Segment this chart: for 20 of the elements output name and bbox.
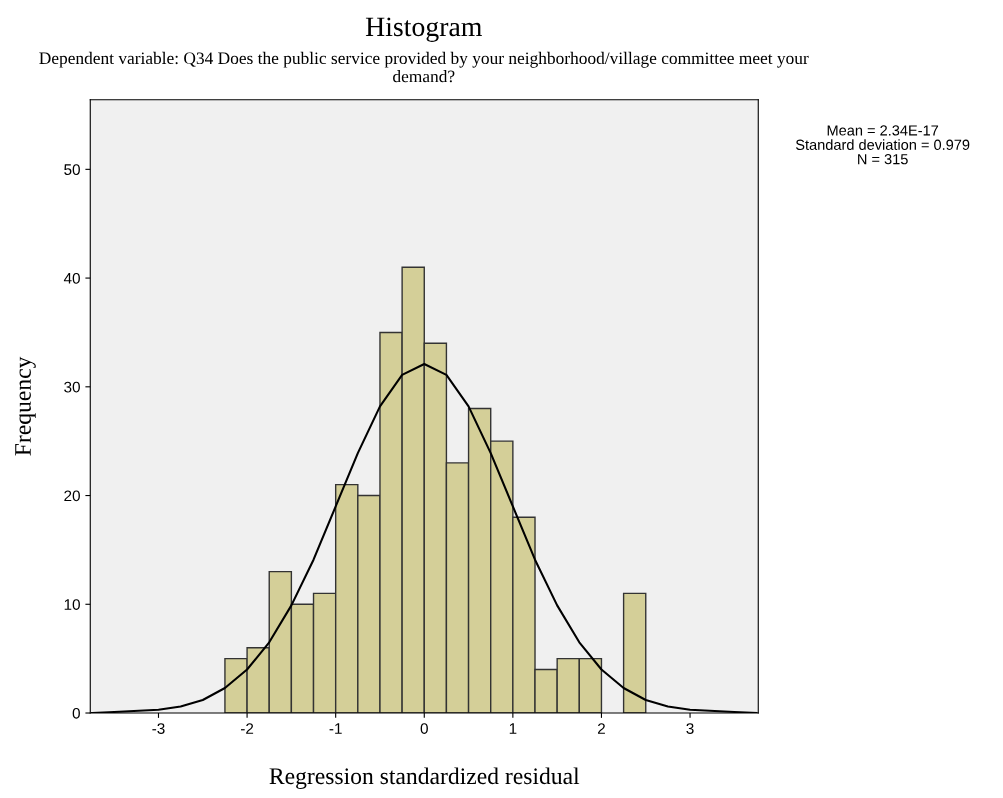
text: Mean = 2.34E-17 (827, 125, 939, 136)
y-tick-label: 20 (64, 490, 80, 502)
x-axis-title: Regression standardized residual (269, 767, 580, 790)
text: Standard deviation = 0.979 (795, 139, 970, 150)
x-tick-label: -3 (152, 723, 165, 734)
chart-title: Histogram (365, 17, 482, 42)
x-tick-label: 3 (686, 723, 694, 734)
y-tick-label: 50 (64, 164, 80, 176)
y-tick-label: 30 (64, 381, 80, 393)
x-tick-label: -1 (329, 723, 342, 734)
chart-subtitle: Dependent variable: Q34 Does the public service provided by your neighborhood/village committee meet your demand? (39, 51, 809, 83)
x-tick-label: 0 (420, 723, 428, 734)
x-tick-label: 1 (509, 723, 517, 734)
y-tick-label: 40 (63, 272, 80, 284)
y-tick-label: 10 (64, 599, 80, 610)
text: N = 315 (858, 153, 908, 165)
y-axis-title: Frequency (15, 356, 36, 456)
x-tick-label: 2 (597, 723, 605, 734)
y-tick-label: 0 (72, 707, 80, 719)
x-tick-label: -2 (240, 723, 254, 734)
